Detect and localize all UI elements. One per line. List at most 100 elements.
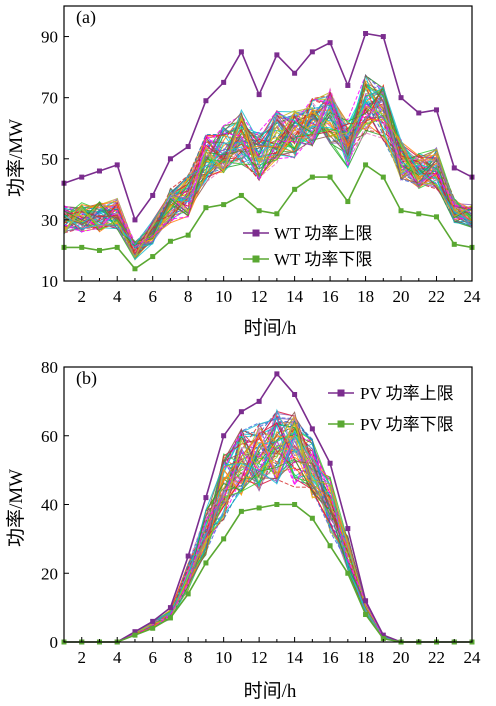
wt-upper-bound-point bbox=[292, 70, 298, 76]
x-tick-label: 18 bbox=[357, 648, 374, 667]
pv-lower-bound-point bbox=[309, 515, 315, 521]
wt-upper-bound-line bbox=[63, 32, 473, 222]
panel-a-label: (a) bbox=[76, 7, 96, 28]
pv-lower-bound-point bbox=[363, 612, 369, 617]
legend-marker-wt-upper bbox=[252, 229, 260, 237]
pv-lower-bound-point bbox=[167, 615, 173, 621]
pv-upper-bound-point bbox=[309, 426, 315, 432]
wt-lower-bound-point bbox=[416, 211, 422, 217]
wt-lower-bound-point bbox=[451, 241, 457, 247]
x-tick-label: 6 bbox=[148, 287, 157, 306]
pv-lower-bound-point bbox=[256, 505, 262, 511]
x-tick-label: 10 bbox=[215, 287, 232, 306]
wt-upper-bound-point bbox=[380, 34, 386, 40]
wt-lower-bound-point bbox=[203, 205, 209, 211]
wt-bound-lines bbox=[61, 31, 475, 272]
wt-lower-bound-point bbox=[185, 232, 191, 238]
wt-upper-bound-point bbox=[434, 107, 440, 113]
pv-scenario-line bbox=[64, 422, 472, 642]
x-tick-label: 16 bbox=[322, 648, 339, 667]
plot-frame bbox=[63, 366, 473, 643]
wt-scenario-line bbox=[64, 84, 472, 255]
pv-scenario-lines bbox=[64, 408, 472, 642]
wt-upper-bound-point bbox=[256, 92, 262, 98]
x-tick-label: 12 bbox=[251, 287, 268, 306]
pv-scenario-line bbox=[64, 458, 472, 642]
wt-upper-bound-point bbox=[96, 168, 102, 174]
wt-upper-bound-point bbox=[274, 52, 280, 58]
wt-upper-bound-point bbox=[238, 49, 244, 55]
wt-upper-bound-point bbox=[221, 79, 227, 85]
pv-scenario-line bbox=[64, 453, 472, 642]
x-tick-label: 12 bbox=[251, 648, 268, 667]
y-tick-label: 20 bbox=[41, 564, 58, 583]
wt-lower-bound-point bbox=[79, 244, 85, 250]
wt-lower-bound-point bbox=[327, 174, 333, 180]
wt-scenario-line bbox=[64, 85, 472, 261]
legend-marker-wt-lower bbox=[252, 255, 260, 263]
pv-scenario-line bbox=[64, 455, 472, 642]
panel-b-x-axis-label: 时间/h bbox=[244, 680, 297, 702]
wt-scenario-line bbox=[64, 105, 472, 258]
pv-lower-bound-line bbox=[64, 503, 472, 643]
pv-scenario-line bbox=[64, 421, 472, 642]
wt-upper-bound-point bbox=[114, 162, 120, 168]
x-tick-label: 24 bbox=[464, 648, 482, 667]
wt-upper-bound-point bbox=[167, 156, 173, 162]
pv-bound-lines bbox=[61, 371, 475, 645]
pv-upper-bound-point bbox=[256, 398, 262, 404]
wt-upper-bound-point bbox=[185, 144, 191, 150]
legend-label-wt-upper: WT 功率上限 bbox=[274, 224, 372, 243]
x-tick-label: 8 bbox=[184, 287, 193, 306]
wt-lower-bound-point bbox=[150, 254, 156, 260]
wt-scenario-line bbox=[64, 93, 472, 248]
x-tick-label: 10 bbox=[215, 648, 232, 667]
wt-upper-bound-point bbox=[150, 192, 156, 198]
panel-a-x-axis-label: 时间/h bbox=[244, 317, 297, 339]
wt-upper-bound-point bbox=[451, 165, 457, 171]
wt-upper-bound-point bbox=[327, 40, 333, 46]
wt-upper-bound-point bbox=[345, 82, 351, 88]
x-tick-label: 2 bbox=[77, 287, 86, 306]
x-tick-label: 20 bbox=[393, 287, 410, 306]
x-tick-label: 2 bbox=[77, 648, 86, 667]
y-tick-label: 30 bbox=[41, 211, 58, 230]
pv-upper-bound-point bbox=[327, 460, 333, 466]
legend-label-pv-lower: PV 功率下限 bbox=[360, 415, 454, 434]
x-tick-label: 22 bbox=[428, 287, 445, 306]
x-tick-label: 18 bbox=[357, 287, 374, 306]
x-tick-label: 22 bbox=[428, 648, 445, 667]
y-tick-label: 60 bbox=[41, 427, 58, 446]
wt-lower-bound-point bbox=[167, 238, 173, 244]
wt-lower-bound-point bbox=[238, 192, 244, 198]
x-tick-label: 14 bbox=[286, 287, 304, 306]
pv-lower-bound-point bbox=[185, 591, 191, 597]
pv-lower-bound-point bbox=[345, 570, 351, 576]
wt-upper-bound-point bbox=[398, 95, 404, 101]
pv-scenario-line bbox=[64, 444, 472, 642]
pv-lower-bound-point bbox=[380, 636, 386, 642]
wt-scenario-line bbox=[64, 103, 472, 249]
wt-lower-bound-point bbox=[114, 244, 120, 250]
wt-upper-bound-point bbox=[132, 217, 138, 223]
legend-label-wt-lower: WT 功率下限 bbox=[274, 250, 372, 269]
pv-upper-bound-point bbox=[185, 553, 191, 559]
wt-upper-bound-point bbox=[79, 174, 85, 180]
panel-a-y-axis-label: 功率/MW bbox=[5, 119, 27, 197]
pv-upper-bound-point bbox=[150, 618, 156, 624]
pv-scenario-line bbox=[64, 439, 472, 642]
wt-scenario-line bbox=[64, 87, 472, 254]
wt-lower-bound-point bbox=[132, 266, 138, 272]
pv-upper-bound-point bbox=[274, 371, 280, 377]
pv-scenario-line bbox=[64, 423, 472, 642]
y-tick-label: 70 bbox=[41, 89, 58, 108]
pv-upper-bound-point bbox=[345, 526, 351, 532]
y-tick-label: 40 bbox=[41, 496, 58, 515]
pv-lower-bound-point bbox=[238, 508, 244, 514]
pv-scenario-line bbox=[64, 431, 472, 642]
pv-lower-bound-point bbox=[203, 560, 209, 566]
pv-scenario-line bbox=[64, 444, 472, 642]
